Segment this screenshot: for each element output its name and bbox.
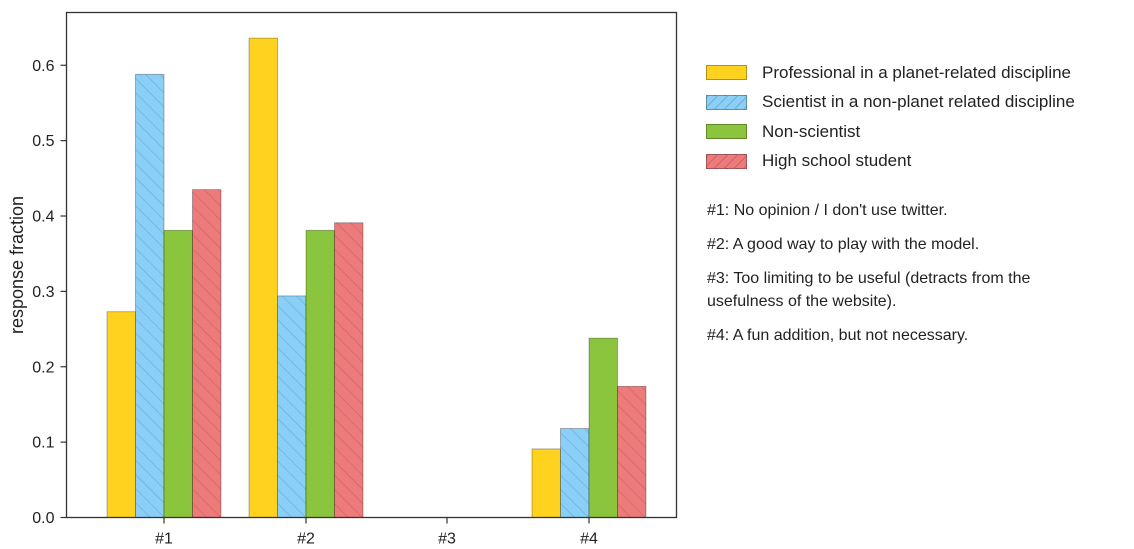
- legend-swatch-high-school: [706, 153, 747, 169]
- legend-label-non-scientist: Non-scientist: [762, 121, 861, 141]
- legend-item: Scientist in a non-planet related discip…: [706, 88, 1126, 118]
- note-2: #2: A good way to play with the model.: [707, 236, 980, 253]
- y-tick-label: 0.2: [32, 359, 54, 376]
- y-tick-label: 0.5: [32, 133, 54, 150]
- y-tick-label: 0.6: [32, 58, 54, 75]
- x-tick-label: #3: [438, 531, 456, 548]
- y-axis-label: response fraction: [7, 196, 27, 334]
- y-tick-label: 0.4: [32, 209, 54, 226]
- category-notes: #1: No opinion / I don't use twitter. #2…: [707, 199, 1107, 358]
- legend-item: Non-scientist: [706, 117, 1126, 147]
- x-tick-label: #2: [297, 531, 315, 548]
- x-tick-label: #4: [580, 531, 598, 548]
- note-4: #4: A fun addition, but not necessary.: [707, 327, 969, 344]
- bar-hatch-scientist-in-a-non-planet-related-discipline-3: [560, 428, 589, 518]
- y-axis-ticks: 0.0 0.1 0.2 0.3 0.4 0.5 0.6: [32, 58, 67, 527]
- bar-hatch-scientist-in-a-non-planet-related-discipline-0: [135, 74, 164, 518]
- bar-non-scientist-0: [163, 229, 193, 518]
- bar-professional-in-a-planet-related-discipline-0: [106, 311, 136, 518]
- bars-group: [106, 37, 647, 518]
- bar-hatch-high-school-student-1: [334, 222, 363, 518]
- legend-swatch-non-scientist: [706, 124, 747, 140]
- x-tick-label: #1: [155, 531, 173, 548]
- bar-chart: 0.0 0.1 0.2 0.3 0.4 0.5 0.6 #1 #2 #3 #4 response …: [7, 11, 678, 548]
- legend-swatch-professional: [706, 65, 747, 81]
- legend-label-professional: Professional in a planet-related discipl…: [762, 62, 1072, 82]
- bar-hatch-high-school-student-3: [617, 386, 646, 518]
- y-tick-label: 0.3: [32, 284, 54, 301]
- note-1: #1: No opinion / I don't use twitter.: [707, 202, 948, 219]
- legend-item: High school student: [706, 147, 1126, 177]
- legend-swatch-scientist: [706, 94, 747, 110]
- y-tick-label: 0.0: [32, 510, 54, 527]
- y-tick-label: 0.1: [32, 435, 54, 452]
- note-3: #3: Too limiting to be useful (detracts …: [707, 270, 1031, 310]
- bar-non-scientist-1: [305, 229, 335, 518]
- bar-professional-in-a-planet-related-discipline-3: [531, 448, 561, 518]
- plot-frame: [65, 11, 678, 519]
- legend: Professional in a planet-related discipl…: [706, 58, 1126, 176]
- x-axis-ticks: #1 #2 #3 #4: [155, 517, 598, 548]
- legend-label-high-school: High school student: [762, 151, 912, 171]
- legend-label-scientist: Scientist in a non-planet related discip…: [762, 92, 1075, 112]
- bar-professional-in-a-planet-related-discipline-1: [248, 37, 278, 518]
- bar-non-scientist-3: [588, 337, 618, 518]
- bar-hatch-scientist-in-a-non-planet-related-discipline-1: [277, 295, 306, 518]
- bar-hatch-high-school-student-0: [192, 189, 221, 518]
- legend-item: Professional in a planet-related discipl…: [706, 58, 1126, 88]
